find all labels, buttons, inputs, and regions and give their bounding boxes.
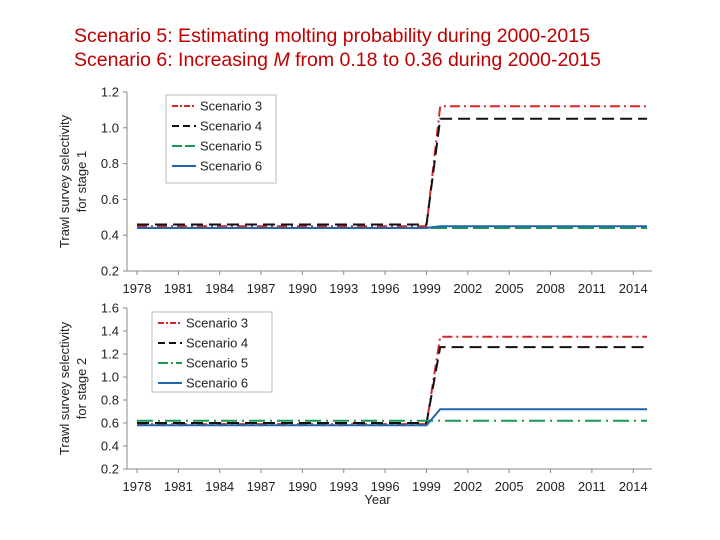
legend-entry: Scenario 3 — [186, 316, 248, 331]
y-tick-label: 1.0 — [101, 120, 119, 135]
x-tick-label: 1981 — [164, 479, 193, 494]
legend-entry: Scenario 4 — [186, 336, 248, 351]
y-tick-label: 0.8 — [101, 156, 119, 171]
y-tick-label: 1.0 — [101, 370, 119, 385]
legend-entry: Scenario 6 — [200, 159, 262, 174]
x-tick-label: 1984 — [205, 281, 234, 296]
legend-box — [151, 311, 273, 393]
y-axis-label-line1: Trawl survey selectivity — [57, 114, 72, 248]
series-line-scenario-3 — [137, 335, 647, 426]
x-tick-label: 2008 — [536, 281, 565, 296]
chart-panel-2: 0.2 0.4 0.6 0.8 1.0 1.2 1.4 1.6 1978 1981 1984 1987… — [57, 301, 652, 507]
slide-title: Scenario 5: Estimating molting probabili… — [74, 24, 714, 72]
x-tick-label: 1987 — [247, 281, 276, 296]
x-tick-label: 2005 — [495, 479, 524, 494]
x-tick-label: 1981 — [164, 281, 193, 296]
title-line-2-italic: M — [273, 49, 290, 71]
series-line-scenario-6 — [137, 225, 647, 229]
y-tick-label: 1.6 — [101, 301, 119, 316]
x-tick-label: 1978 — [123, 281, 152, 296]
chart-panel-1: 0.2 0.4 0.6 0.8 1.0 1.2 1978 1981 1984 1987 1990 19… — [57, 85, 652, 296]
title-line-2-prefix: Scenario 6: Increasing — [74, 49, 274, 71]
legend-entry: Scenario 3 — [200, 99, 262, 114]
x-tick-label: 1978 — [123, 479, 152, 494]
y-tick-label: 0.4 — [101, 228, 119, 243]
y-tick-label: 0.2 — [101, 264, 119, 279]
x-tick-label: 2011 — [578, 479, 606, 494]
x-tick-label: 1987 — [247, 479, 276, 494]
title-line-2: Scenario 6: Increasing M from 0.18 to 0.… — [74, 48, 714, 72]
legend-entry: Scenario 5 — [186, 356, 248, 371]
y-tick-label: 1.2 — [101, 85, 119, 100]
y-axis-label-line1: Trawl survey selectivity — [57, 321, 72, 455]
x-tick-label: 1996 — [371, 281, 400, 296]
x-tick-label: 1984 — [205, 479, 234, 494]
x-tick-label: 2008 — [536, 479, 565, 494]
x-axis-label: Year — [364, 492, 391, 507]
title-line-2-suffix: from 0.18 to 0.36 during 2000-2015 — [289, 49, 601, 71]
y-tick-label: 1.2 — [101, 347, 119, 362]
y-tick-label: 1.4 — [101, 324, 119, 339]
series-line-scenario-4 — [137, 346, 647, 424]
x-tick-label: 1990 — [288, 479, 317, 494]
x-tick-label: 2005 — [495, 281, 524, 296]
x-tick-label: 2002 — [453, 281, 482, 296]
x-tick-label: 1999 — [412, 479, 441, 494]
y-tick-label: 0.8 — [101, 393, 119, 408]
x-tick-label: 2011 — [578, 281, 606, 296]
y-tick-label: 0.4 — [101, 439, 119, 454]
x-tick-label: 1996 — [371, 479, 400, 494]
legend-box — [165, 94, 277, 184]
y-tick-label: 0.6 — [101, 192, 119, 207]
y-axis-label-line2: for stage 2 — [74, 358, 89, 419]
y-axis-label-line2: for stage 1 — [74, 151, 89, 212]
y-tick-label: 0.6 — [101, 416, 119, 431]
y-tick-label: 0.2 — [101, 462, 119, 477]
title-line-1: Scenario 5: Estimating molting probabili… — [74, 25, 590, 47]
legend-entry: Scenario 5 — [200, 139, 262, 154]
x-tick-label: 2002 — [453, 479, 482, 494]
x-tick-label: 1990 — [288, 281, 317, 296]
x-tick-label: 1993 — [329, 479, 358, 494]
x-tick-label: 2014 — [619, 281, 648, 296]
legend-entry: Scenario 4 — [200, 119, 262, 134]
x-tick-label: 2014 — [619, 479, 648, 494]
x-tick-label: 1993 — [329, 281, 358, 296]
x-tick-label: 1999 — [412, 281, 441, 296]
legend-entry: Scenario 6 — [186, 376, 248, 391]
series-line-scenario-6 — [137, 408, 647, 427]
series-line-scenario-4 — [137, 117, 647, 226]
